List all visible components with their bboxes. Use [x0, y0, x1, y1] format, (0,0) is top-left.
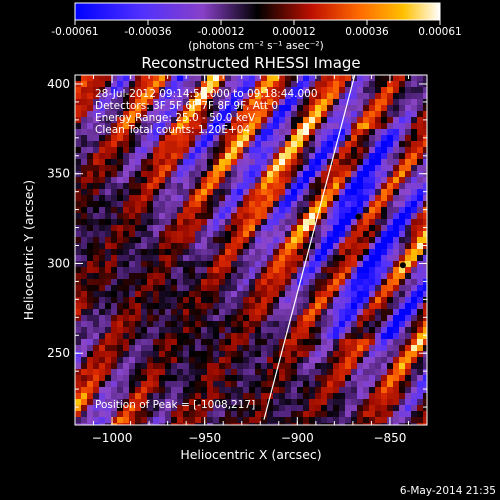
colorbar-tick-label: 0.00012: [272, 26, 315, 38]
colorbar-tick-label: 0.00061: [418, 26, 461, 38]
x-axis-label: Heliocentric X (arcsec): [180, 447, 321, 462]
x-tick-label: −950: [188, 431, 221, 445]
peak-marker: [355, 213, 362, 220]
y-tick-label: 250: [47, 346, 70, 360]
solar-limb-line: [263, 74, 356, 420]
y-axis-label: Heliocentric Y (arcsec): [21, 180, 36, 320]
colorbar-unit-label: (photons cm⁻² s⁻¹ asec⁻²): [188, 40, 323, 52]
x-tick-label: −1000: [92, 431, 133, 445]
x-axis-ticks: [74, 75, 428, 425]
annotation-clean: Clean Total counts: 1.20E+04: [95, 124, 250, 136]
plot-timestamp: 6-May-2014 21:35: [400, 485, 496, 497]
y-axis-ticks: [75, 83, 427, 426]
peak-marker: [399, 262, 406, 269]
y-tick-label: 400: [47, 77, 70, 91]
y-tick-label: 350: [47, 167, 70, 181]
colorbar: [74, 2, 441, 21]
colorbar-ticks: [74, 20, 441, 25]
colorbar-tick-label: -0.00012: [197, 26, 244, 38]
heatmap-image: [75, 75, 427, 425]
annotation-peak: Position of Peak = [-1008,217]: [95, 399, 255, 411]
annotation-energy: Energy Range: 25.0 - 50.0 keV: [95, 112, 256, 124]
colorbar-tick-label: -0.00061: [51, 26, 98, 38]
x-tick-label: −900: [281, 431, 314, 445]
annotation-detectors: Detectors: 3F 5F 6F 7F 8F 9F, Att 0: [95, 100, 278, 112]
y-tick-label: 300: [47, 256, 70, 270]
annotation-time: 28-Jul-2012 09:14:50.000 to 09:18:44.000: [95, 88, 318, 100]
markers: [355, 213, 406, 269]
colorbar-tick-label: -0.00036: [124, 26, 172, 38]
plot-frame: [74, 74, 428, 426]
colorbar-tick-label: 0.00036: [345, 26, 389, 38]
chart-title: Reconstructed RHESSI Image: [141, 54, 360, 72]
x-tick-label: −850: [373, 431, 406, 445]
